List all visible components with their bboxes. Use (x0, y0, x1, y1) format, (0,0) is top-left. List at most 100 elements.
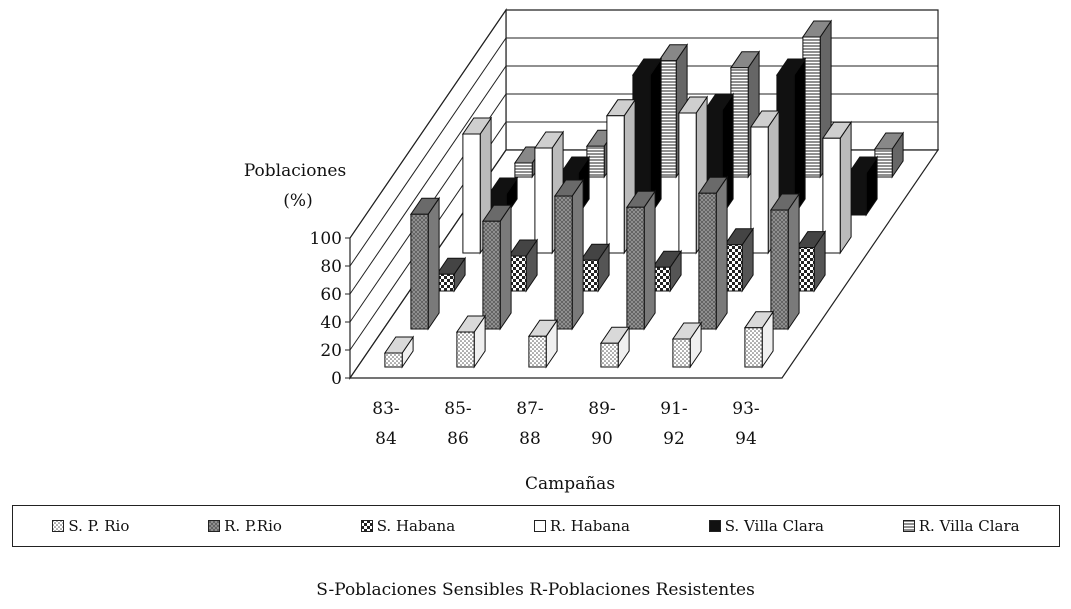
x-tick-label: 87- (516, 399, 543, 419)
y-tick-label: 80 (320, 257, 342, 277)
x-tick-label: 91- (660, 399, 687, 419)
y-tick-label: 40 (320, 313, 342, 333)
bar (723, 227, 755, 293)
bar (599, 325, 631, 369)
bar-front (514, 162, 533, 178)
bar (671, 321, 703, 369)
bar-front (554, 195, 573, 330)
bar-side (571, 178, 584, 331)
bar-front (586, 145, 605, 178)
bar (383, 335, 415, 369)
bar-front (770, 209, 789, 330)
legend-item: S. P. Rio (52, 517, 129, 535)
x-tick-label: 94 (735, 429, 757, 449)
x-tick-label: 85- (444, 399, 471, 419)
bar-front (626, 206, 645, 330)
bar-front (456, 331, 475, 368)
bar-side (643, 189, 656, 331)
legend-swatch-icon (52, 520, 65, 532)
y-tick-label: 100 (310, 229, 342, 249)
bar (743, 310, 775, 369)
bar-front (698, 192, 717, 330)
bar (821, 120, 853, 255)
gridline (349, 9, 938, 239)
legend: S. P. Rio R. P.Rio S. Habana R. Habana S… (12, 505, 1060, 547)
legend-item: R. P.Rio (208, 517, 282, 535)
x-tick-label: 86 (447, 429, 469, 449)
bar-front (462, 133, 481, 254)
legend-label: S. Villa Clara (724, 517, 824, 535)
bar (409, 196, 441, 331)
legend-swatch-icon (208, 520, 221, 532)
legend-label: R. P.Rio (224, 517, 282, 535)
legend-item: S. Habana (360, 517, 456, 535)
bar (775, 57, 807, 217)
bar (605, 98, 637, 255)
legend-swatch-icon (902, 520, 915, 532)
legend-swatch-icon (708, 520, 721, 532)
bar-side (499, 203, 512, 331)
x-axis-ticks: 83- 84 85- 86 87- 88 89- 90 91- 92 93- 94 (372, 399, 759, 449)
bar-front (600, 342, 619, 368)
bar-front (822, 137, 841, 254)
legend-item: R. Habana (533, 517, 630, 535)
bar-side (793, 57, 806, 217)
bar (507, 238, 539, 293)
footnote: S-Poblaciones Sensibles R-Poblaciones Re… (316, 580, 755, 600)
bar-front (528, 335, 547, 368)
x-axis-label: Campañas (525, 474, 615, 494)
bar-side (839, 120, 852, 255)
legend-swatch-icon (533, 520, 546, 532)
x-tick-label: 84 (375, 429, 397, 449)
bar-front (384, 352, 403, 368)
bar-front (482, 220, 501, 330)
bar (435, 256, 467, 293)
bar (697, 175, 729, 331)
bar-front (678, 112, 697, 254)
bar-front (744, 327, 763, 368)
bar (769, 192, 801, 331)
legend-label: R. Habana (549, 517, 630, 535)
bar-front (672, 338, 691, 368)
legend-label: S. P. Rio (68, 517, 130, 535)
legend-item: S. Villa Clara (708, 517, 824, 535)
legend-swatch-icon (360, 520, 373, 532)
bar (847, 155, 879, 217)
x-tick-label: 88 (519, 429, 541, 449)
bar (749, 109, 781, 255)
bar-front (410, 213, 429, 330)
bar (631, 57, 663, 217)
legend-label: R. Villa Clara (918, 517, 1020, 535)
bar (481, 203, 513, 331)
bar-front (534, 147, 553, 254)
bar-side (787, 192, 800, 331)
gridline (349, 37, 938, 267)
x-tick-label: 83- (372, 399, 399, 419)
y-axis-label-line2: (%) (283, 191, 312, 211)
bar-side (427, 196, 440, 331)
bar-front (606, 115, 625, 254)
x-tick-label: 92 (663, 429, 685, 449)
bar (795, 229, 827, 293)
bar (553, 178, 585, 331)
legend-label: S. Habana (376, 517, 456, 535)
y-tick-label: 60 (320, 285, 342, 305)
x-tick-label: 90 (591, 429, 613, 449)
x-tick-label: 89- (588, 399, 615, 419)
y-tick-label: 0 (331, 369, 342, 389)
y-axis-label-line1: Poblaciones (244, 161, 346, 181)
bar-side (715, 175, 728, 331)
bar (651, 249, 683, 293)
y-tick-label: 20 (320, 341, 342, 361)
bar (873, 131, 905, 179)
legend-item: R. Villa Clara (902, 517, 1020, 535)
bar (527, 318, 559, 369)
bar (801, 19, 833, 179)
bar (625, 189, 657, 331)
bars (383, 19, 905, 369)
x-tick-label: 93- (732, 399, 759, 419)
y-axis-ticks: 0 20 40 60 80 100 (310, 229, 350, 389)
chart-3d-bar: 0 20 40 60 80 100 83- 84 85- 86 87- 88 89- 90 91- 92 93… (244, 8, 940, 494)
bar-front (750, 126, 769, 254)
bar (455, 314, 487, 369)
